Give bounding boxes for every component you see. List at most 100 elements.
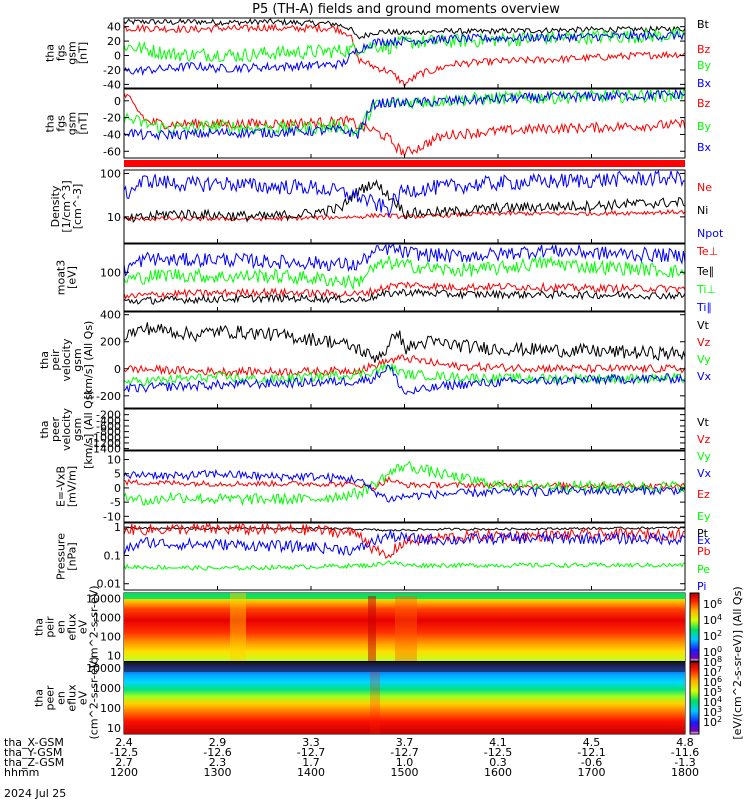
footer-value: 4.5 — [583, 736, 601, 749]
colorbar-label: [eV/(cm^2-s-sr-eV)] (All Qs) — [731, 586, 744, 739]
legend-fgs_gsm_full-Bz: Bz — [697, 43, 711, 56]
footer-row-label: tha_Z-GSM — [4, 756, 64, 769]
footer-value: 1500 — [391, 766, 419, 779]
ytick-label-pressure: 1 — [114, 521, 121, 534]
ytick-label-fgs_gsm_full: -20 — [103, 64, 121, 77]
panel-frame-pressure — [123, 522, 686, 591]
footer-value: -12.7 — [297, 746, 325, 759]
legend-fgs_gsm_full-By: By — [697, 59, 712, 72]
series-density-Ne — [123, 208, 686, 223]
ytick-label-peir_en_eflux: 10000 — [86, 593, 121, 606]
footer-row-label: tha_X-GSM — [4, 736, 64, 749]
legend-peer_velocity-Vx: Vx — [697, 467, 712, 480]
ytick-label-peer_velocity: -1000 — [89, 431, 121, 444]
heatmap-ion-enhancement-1500 — [395, 596, 417, 661]
ytick-label-temperature: 100 — [100, 266, 121, 279]
series-peir_velocity-Vx — [123, 364, 686, 395]
ytick-label-density: 10 — [107, 211, 121, 224]
footer-value: -12.6 — [203, 746, 231, 759]
legend-fgs_gsm_full-Bt: Bt — [697, 18, 710, 31]
panel-temperature — [123, 243, 686, 312]
legend-temperature-Te⊥: Te⊥ — [696, 245, 718, 258]
ytick-label-peer_en_eflux: 100 — [100, 702, 121, 715]
ytick-label-efield: 0 — [114, 482, 121, 495]
legend-efield-Ez: Ez — [697, 488, 710, 501]
series-fgs_gsm_full-By — [123, 27, 686, 63]
ytick-label-peer_en_eflux: 1000 — [93, 682, 121, 695]
colorbar-bottom — [689, 661, 700, 735]
footer-value: 1600 — [484, 766, 512, 779]
ytick-label-fgs_gsm_zoom: 0 — [114, 95, 121, 108]
ylabel-fgs_gsm_full: thafgsgsm[nT] — [44, 41, 90, 64]
footer-value: -11.6 — [671, 746, 699, 759]
ytick-label-fgs_gsm_full: 20 — [107, 35, 121, 48]
ytick-label-peer_velocity: -200 — [96, 409, 121, 422]
panel-stack: -40-2002040thafgsgsm[nT]BtBzByBx-60-40-2… — [33, 17, 724, 740]
legend-density-Ne: Ne — [697, 181, 712, 194]
legend-density-Npot: Npot — [697, 227, 724, 240]
footer-value: -12.5 — [484, 746, 512, 759]
series-fgs_gsm_full-Bx — [123, 29, 686, 76]
ytick-label-peir_en_eflux: 1000 — [93, 612, 121, 625]
ylabel-temperature: moat3[eV] — [55, 260, 79, 296]
panel-frame-peer_velocity — [123, 408, 686, 451]
colorbar-tick-top: 102 — [703, 629, 722, 643]
panel-peir_velocity — [123, 311, 686, 409]
footer-ephemeris: tha_X-GSM 2.4 2.9 3.3 3.7 4.1 4.5 4.8 tha_Y-GSM -… — [4, 736, 699, 779]
heatmap-ion-background — [124, 593, 685, 661]
heatmap-peir-en-eflux — [124, 593, 685, 661]
legend-peer_velocity-Vy: Vy — [697, 450, 711, 463]
series-peir_velocity-Vt — [123, 322, 686, 363]
legend-efield-Ey: Ey — [697, 510, 711, 523]
footer-value: 4.1 — [489, 736, 507, 749]
ylabel-peer_en_eflux: thapeerenefluxeV(cm^2-s-sr-eV) — [33, 656, 101, 739]
legend-fgs_gsm_zoom-Bx: Bx — [697, 141, 712, 154]
ytick-label-peir_velocity: 400 — [100, 309, 121, 322]
footer-value: 1200 — [110, 766, 138, 779]
ytick-label-efield: 5 — [114, 468, 121, 481]
legend-peir_velocity-Vz: Vz — [697, 336, 711, 349]
ytick-label-peir_velocity: 200 — [100, 336, 121, 349]
series-pressure-Pe — [123, 559, 686, 571]
ytick-label-fgs_gsm_zoom: -60 — [103, 145, 121, 158]
ytick-label-pressure: 0.01 — [97, 578, 122, 591]
footer-value: 1800 — [671, 766, 699, 779]
panel-efield — [123, 450, 686, 523]
ytick-label-fgs_gsm_zoom: -40 — [103, 128, 121, 141]
footer-value: 1400 — [297, 766, 325, 779]
series-fgs_gsm_zoom-Bx — [123, 88, 686, 142]
panel-fgs_gsm_zoom — [123, 88, 686, 159]
panel-fgs_gsm_full — [123, 17, 686, 89]
legend-pressure-Pi: Pi — [697, 580, 706, 593]
separator-bar — [124, 160, 685, 167]
ytick-label-peer_en_eflux: 10000 — [86, 662, 121, 675]
ytick-label-fgs_gsm_full: 40 — [107, 21, 121, 34]
footer-value: 2.4 — [115, 736, 133, 749]
heatmap-ion-top-band — [124, 593, 685, 599]
legend-pressure-Pt: Pt — [697, 527, 709, 540]
ytick-label-peir_en_eflux: 10 — [107, 649, 121, 662]
footer-value: -12.7 — [390, 746, 418, 759]
legend-peir_velocity-Vt: Vt — [697, 319, 710, 332]
ylabel-efield: E=-VxB[mV/m] — [55, 466, 79, 507]
legend-fgs_gsm_full-Bx: Bx — [697, 77, 712, 90]
footer-value: -1.3 — [674, 756, 695, 769]
colorbar-tick-top: 106 — [703, 597, 722, 611]
ytick-label-pressure: 0.1 — [104, 549, 122, 562]
footer-value: 2.9 — [209, 736, 227, 749]
footer-value: 3.3 — [302, 736, 320, 749]
footer-value: -12.5 — [110, 746, 138, 759]
colorbar-tick-top: 104 — [703, 613, 722, 627]
colorbar-top — [689, 592, 700, 662]
heatmap-ion-enhancement-1300 — [230, 593, 246, 661]
legend-peer_velocity-Vz: Vz — [697, 433, 711, 446]
ytick-label-peer_velocity: -1400 — [89, 443, 121, 456]
footer-row-label: hhmm — [4, 766, 39, 779]
legend-peir_velocity-Vy: Vy — [697, 353, 711, 366]
heatmap-peer-en-eflux — [124, 662, 685, 734]
footer-value: 4.8 — [676, 736, 694, 749]
colorbar-tick-bottom: 102 — [703, 715, 722, 729]
legend-fgs_gsm_zoom-Bz: Bz — [697, 97, 711, 110]
series-efield-Ez — [123, 475, 686, 491]
panel-density — [123, 169, 686, 244]
